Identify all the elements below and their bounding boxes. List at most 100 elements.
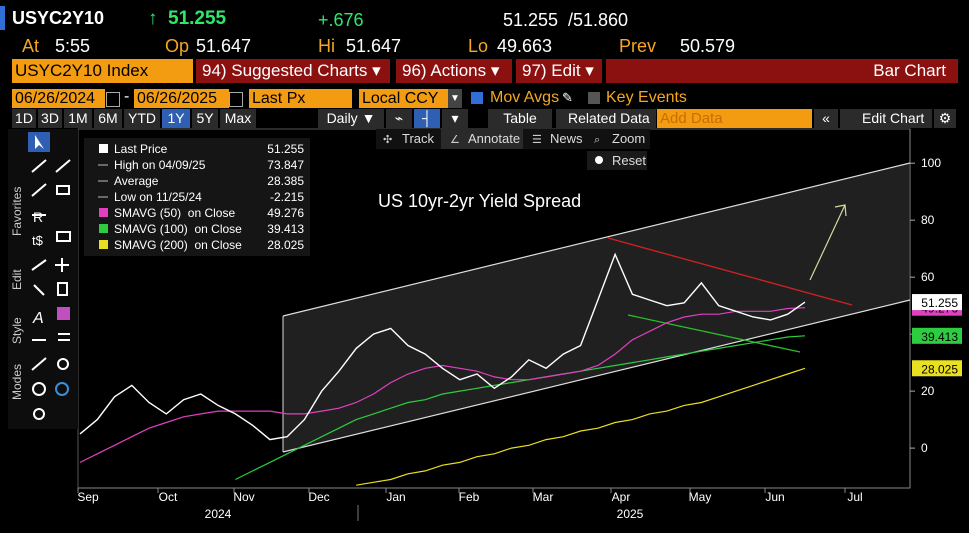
side-tab[interactable]: Favorites	[10, 186, 24, 236]
change: +.676	[318, 10, 364, 30]
open-label: Op	[165, 36, 190, 56]
period-button[interactable]: Max	[220, 109, 256, 128]
edit-chart-button[interactable]: Edit Chart	[840, 109, 932, 128]
year-label: 2024	[205, 507, 232, 521]
y-tick-label: 0	[921, 441, 928, 455]
chart-kind: Bar Chart	[606, 59, 958, 83]
bid: 51.255	[503, 10, 559, 30]
mov-avgs-label: Mov Avgs	[490, 89, 560, 106]
value-tag-label: 28.025	[921, 362, 958, 376]
ask: /51.860	[568, 10, 629, 30]
moving-average-line	[235, 335, 806, 481]
moving-average-line	[79, 307, 806, 463]
checkbox-checked[interactable]	[471, 92, 483, 104]
calendar-icon[interactable]	[106, 92, 120, 107]
y-tick-label: 100	[921, 156, 941, 170]
reset-icon[interactable]	[595, 156, 603, 164]
prev: 50.579	[680, 36, 736, 56]
fib-tool[interactable]: t$	[32, 233, 44, 248]
period-button[interactable]: 3D	[38, 109, 62, 128]
channel-lower	[282, 299, 911, 453]
tool-button[interactable]: Track	[402, 131, 435, 146]
price-line	[79, 252, 806, 441]
track-icon[interactable]: ✣	[383, 134, 392, 146]
legend-label: Low on 11/25/24	[114, 190, 202, 204]
legend-label: Average	[114, 174, 159, 188]
bar-icon[interactable]: ┤	[414, 109, 440, 128]
period-button[interactable]: YTD	[124, 109, 160, 128]
tool-button[interactable]: Annotate	[468, 131, 520, 146]
end-date[interactable]: 06/26/2025	[134, 89, 229, 108]
period-button[interactable]: 6M	[94, 109, 122, 128]
legend-value: 28.385	[267, 174, 304, 188]
legend-value: 28.025	[267, 238, 304, 252]
annotate-highlight	[441, 129, 523, 149]
legend-value: 39.413	[267, 222, 304, 236]
more-icon[interactable]: ▾	[442, 109, 468, 128]
period-button[interactable]: 1M	[64, 109, 92, 128]
legend-value: 73.847	[267, 158, 304, 172]
x-tick-label: Mar	[533, 490, 554, 504]
chart-title: US 10yr-2yr Yield Spread	[378, 191, 581, 211]
table-button[interactable]: Table	[488, 109, 552, 128]
up-arrow: ↑	[148, 8, 158, 29]
zoom-icon[interactable]: ⌕	[594, 134, 600, 146]
low: 49.663	[497, 36, 553, 56]
tool-button[interactable]: News	[550, 131, 583, 146]
channel-fill	[283, 163, 910, 452]
legend-swatch	[99, 208, 108, 217]
security-field[interactable]: USYC2Y10 Index	[12, 59, 193, 83]
period-button[interactable]: 5Y	[192, 109, 218, 128]
menu-button[interactable]: 96) Actions ▾	[396, 59, 512, 83]
value-tag	[912, 327, 962, 344]
menu-button[interactable]: 94) Suggested Charts ▾	[196, 59, 390, 83]
pencil-icon[interactable]: ✎	[562, 90, 573, 105]
x-tick-label: Apr	[612, 490, 631, 504]
add-data-input[interactable]: Add Data	[657, 109, 812, 128]
menu-button[interactable]: 97) Edit ▾	[516, 59, 602, 83]
period-button[interactable]: 1D	[12, 109, 36, 128]
legend-value: -2.215	[270, 190, 304, 204]
x-tick-label: Nov	[233, 490, 254, 504]
tool-button[interactable]: Zoom	[612, 131, 645, 146]
calendar-icon[interactable]	[229, 92, 243, 107]
legend-swatch	[99, 224, 108, 233]
tool-button[interactable]: Reset	[612, 153, 646, 168]
line-icon[interactable]: ⌁	[386, 109, 412, 128]
high-label: Hi	[318, 36, 335, 56]
side-tab[interactable]: Style	[10, 317, 24, 344]
side-tab[interactable]: Modes	[10, 363, 24, 400]
reset-button-bg[interactable]	[587, 151, 647, 170]
y-tick-label: 60	[921, 270, 935, 284]
frequency-select[interactable]: Daily ▼	[318, 109, 384, 128]
text-tool[interactable]: R	[33, 209, 43, 225]
value-tag-label: 39.413	[921, 330, 958, 344]
related-data-button[interactable]: Related Data	[556, 109, 656, 128]
settings-button[interactable]: ⚙	[934, 109, 956, 128]
open: 51.647	[196, 36, 252, 56]
side-tab[interactable]: Edit	[10, 269, 24, 290]
y-tick-label: 20	[921, 384, 935, 398]
x-tick-label: Jan	[386, 490, 405, 504]
currency-select[interactable]: Local CCY	[359, 89, 448, 108]
annotate-icon[interactable]: ∠	[450, 134, 460, 146]
support-line	[627, 314, 801, 353]
field-select[interactable]: Last Px	[249, 89, 352, 108]
legend-label: SMAVG (100) on Close	[114, 222, 242, 236]
time: 5:55	[55, 36, 91, 56]
last-price: 51.255	[168, 8, 227, 29]
channel-upper	[282, 162, 911, 317]
legend-label: SMAVG (200) on Close	[114, 238, 242, 252]
dropdown-arrow[interactable]: ▼	[448, 89, 462, 108]
news-icon[interactable]: ☰	[532, 134, 542, 146]
legend-value: 49.276	[267, 206, 304, 220]
x-tick-label: Feb	[459, 490, 480, 504]
font-tool[interactable]: A	[32, 310, 44, 327]
accent-bar	[0, 6, 5, 30]
start-date[interactable]: 06/26/2024	[12, 89, 105, 108]
collapse-button[interactable]: «	[814, 109, 838, 128]
period-button[interactable]: 1Y	[162, 109, 190, 128]
checkbox[interactable]	[588, 92, 600, 104]
